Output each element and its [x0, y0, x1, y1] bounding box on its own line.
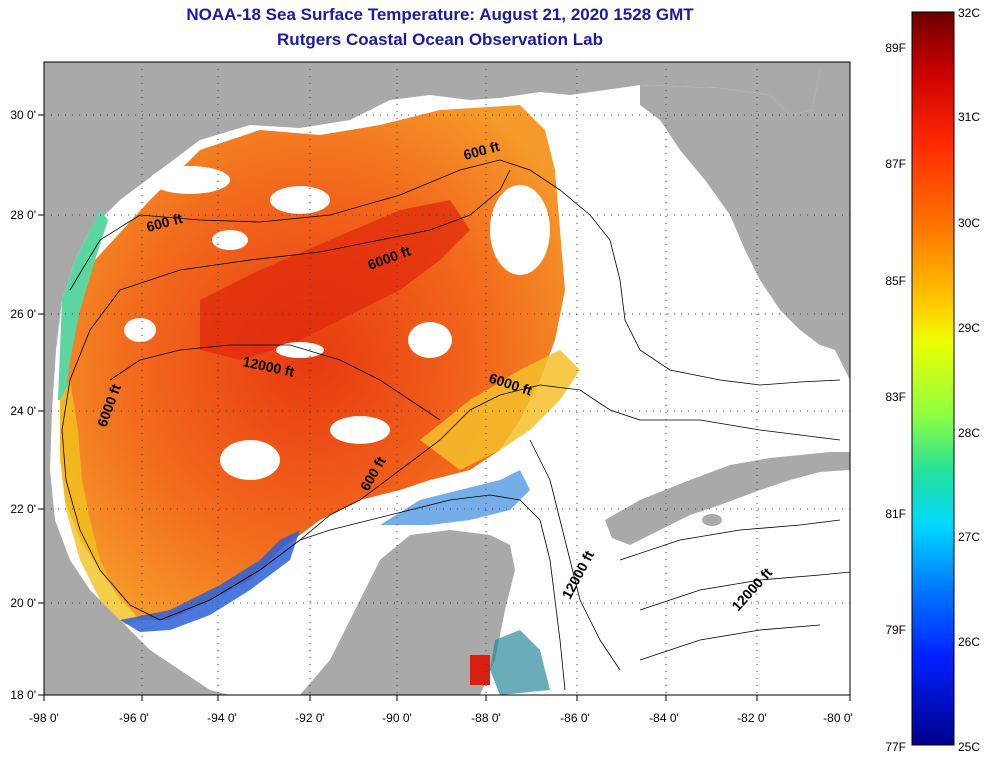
- colorbar-f-label: 89F: [885, 41, 906, 55]
- map-title: NOAA-18 Sea Surface Temperature: August …: [186, 5, 694, 24]
- colorbar-c-label: 26C: [958, 635, 980, 649]
- colorbar-f-label: 85F: [885, 274, 906, 288]
- sst-texas-coastal-strip: [58, 210, 108, 400]
- longitude-labels: -98 0' -96 0' -94 0' -92 0' -90 0' -88 0…: [29, 711, 853, 725]
- colorbar-c-label: 30C: [958, 216, 980, 230]
- colorbar-c-label: 25C: [958, 740, 980, 754]
- lon-label: -80 0': [823, 711, 853, 725]
- land-us-texas-mexico: [44, 62, 850, 695]
- lon-label: -88 0': [471, 711, 501, 725]
- colorbar-c-label: 27C: [958, 530, 980, 544]
- sst-yellow-shelf: [60, 380, 140, 625]
- sst-campeche-cool: [120, 530, 300, 632]
- land-yucatan: [230, 530, 515, 695]
- colorbar-f-label: 79F: [885, 623, 906, 637]
- colorbar-fahrenheit-labels: 89F 87F 85F 83F 81F 79F 77F: [885, 41, 906, 754]
- lon-label: -98 0': [29, 711, 59, 725]
- lon-label: -82 0': [737, 711, 767, 725]
- cloud-gaps: [124, 166, 550, 480]
- sst-yellow-east: [420, 350, 580, 470]
- lat-label: 30 0': [10, 108, 36, 122]
- sst-hot-core: [200, 200, 470, 360]
- colorbar-celsius-labels: 32C 31C 30C 29C 28C 27C 26C 25C: [958, 6, 980, 754]
- graticule: [44, 62, 850, 695]
- land-florida: [640, 70, 850, 380]
- lon-label: -86 0': [560, 711, 590, 725]
- colorbar-f-label: 77F: [885, 740, 906, 754]
- colorbar-c-label: 29C: [958, 321, 980, 335]
- colorbar-f-label: 87F: [885, 157, 906, 171]
- colorbar-c-label: 28C: [958, 426, 980, 440]
- lon-label: -96 0': [119, 711, 149, 725]
- colorbar: [911, 11, 955, 746]
- lat-label: 24 0': [10, 404, 36, 418]
- sst-yucatan-shelf-cool: [380, 470, 530, 525]
- plot-frame: [43, 61, 851, 696]
- colorbar-c-label: 32C: [958, 6, 980, 20]
- lat-label: 18 0': [10, 688, 36, 702]
- land-cuba: [605, 452, 850, 545]
- lat-label: 20 0': [10, 596, 36, 610]
- sst-lower-caribbean: [490, 630, 550, 695]
- lon-label: -94 0': [207, 711, 237, 725]
- colorbar-c-label: 31C: [958, 110, 980, 124]
- map-subtitle: Rutgers Coastal Ocean Observation Lab: [277, 30, 603, 49]
- axis-ticks: [38, 114, 851, 701]
- sst-hot-patch: [470, 655, 490, 685]
- lon-label: -90 0': [382, 711, 412, 725]
- lon-label: -92 0': [295, 711, 325, 725]
- lat-label: 28 0': [10, 208, 36, 222]
- lon-label: -84 0': [649, 711, 679, 725]
- lat-label: 22 0': [10, 502, 36, 516]
- lat-label: 26 0': [10, 307, 36, 321]
- colorbar-f-label: 83F: [885, 390, 906, 404]
- colorbar-f-label: 81F: [885, 507, 906, 521]
- latitude-labels: 30 0' 28 0' 26 0' 24 0' 22 0' 20 0' 18 0…: [10, 108, 36, 702]
- bathymetry-contours: [61, 159, 850, 691]
